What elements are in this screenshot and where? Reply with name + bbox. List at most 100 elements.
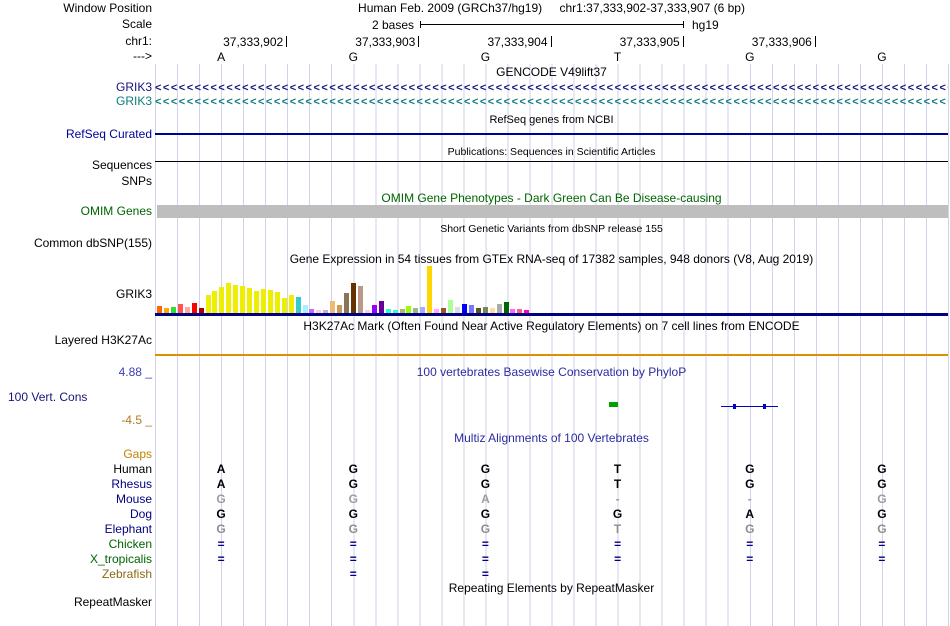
gtex-expression-bar[interactable] (524, 310, 530, 313)
h3k27ac-label[interactable]: Layered H3K27Ac (54, 333, 152, 347)
publications-track-title[interactable]: Publications: Sequences in Scientific Ar… (447, 146, 656, 158)
h3k27ac-track-title[interactable]: H3K27Ac Mark (Often Found Near Active Re… (303, 319, 800, 333)
species-label-zebrafish[interactable]: Zebrafish (101, 567, 152, 581)
gtex-expression-bar[interactable] (427, 266, 433, 313)
gtex-expression-bar[interactable] (177, 304, 183, 313)
gtex-expression-bar[interactable] (406, 306, 412, 313)
sequences-line[interactable] (155, 161, 948, 162)
species-label-chicken[interactable]: Chicken (108, 537, 152, 551)
gtex-baseline[interactable] (155, 313, 948, 316)
gtex-expression-bar[interactable] (247, 288, 253, 313)
gtex-expression-bar[interactable] (323, 310, 329, 313)
gtex-expression-bar[interactable] (344, 293, 350, 313)
gtex-expression-bar[interactable] (184, 307, 190, 313)
species-label-rhesus[interactable]: Rhesus (111, 477, 152, 491)
species-label-mouse[interactable]: Mouse (115, 492, 152, 506)
gtex-expression-bar[interactable] (337, 305, 343, 313)
gtex-expression-bar[interactable] (260, 289, 266, 313)
gtex-expression-bar[interactable] (378, 301, 384, 313)
gtex-expression-bar[interactable] (385, 309, 391, 313)
species-label-dog[interactable]: Dog (129, 507, 152, 521)
gtex-expression-bar[interactable] (475, 308, 481, 313)
gtex-track-title[interactable]: Gene Expression in 54 tissues from GTEx … (289, 252, 814, 266)
gtex-expression-bar[interactable] (351, 283, 357, 313)
gtex-expression-bar[interactable] (240, 286, 246, 313)
gtex-expression-bar[interactable] (254, 291, 260, 313)
species-label-human[interactable]: Human (113, 462, 152, 476)
gtex-expression-bar[interactable] (281, 298, 287, 313)
gtex-expression-bar[interactable] (434, 309, 440, 313)
reference-base: G (745, 50, 755, 64)
gtex-expression-bar[interactable] (364, 310, 370, 313)
alignment-base: G (480, 507, 491, 521)
repeatmasker-track-title[interactable]: Repeating Elements by RepeatMasker (448, 581, 655, 595)
multiz-track-title[interactable]: Multiz Alignments of 100 Vertebrates (454, 431, 649, 445)
gtex-expression-bar[interactable] (330, 301, 336, 313)
coordinate-label: 37,333,904 (487, 35, 548, 49)
gtex-expression-bar[interactable] (420, 307, 426, 313)
gtex-expression-bar[interactable] (226, 283, 232, 313)
alignment-base: G (877, 522, 887, 536)
omim-genes-label[interactable]: OMIM Genes (80, 204, 152, 218)
dbsnp-track-title[interactable]: Short Genetic Variants from dbSNP releas… (440, 223, 663, 235)
gtex-expression-bar[interactable] (198, 308, 204, 313)
species-label-x-tropicalis[interactable]: X_tropicalis (89, 552, 152, 566)
gtex-expression-bar[interactable] (267, 290, 273, 313)
gtex-expression-bar[interactable] (448, 300, 454, 313)
gtex-expression-bar[interactable] (219, 287, 225, 313)
phylop-positive-mark[interactable] (609, 402, 618, 407)
refseq-track-title[interactable]: RefSeq genes from NCBI (489, 114, 614, 126)
gtex-expression-bar[interactable] (233, 285, 239, 313)
gtex-expression-bar[interactable] (517, 309, 523, 313)
cons-track-label[interactable]: 100 Vert. Cons (8, 390, 88, 404)
dbsnp-label[interactable]: Common dbSNP(155) (33, 236, 152, 250)
gene-label-grik3-2[interactable]: GRIK3 (115, 94, 152, 108)
gencode-gene-arrow-line[interactable]: <<<<<<<<<<<<<<<<<<<<<<<<<<<<<<<<<<<<<<<<… (155, 96, 948, 108)
gtex-expression-bar[interactable] (302, 305, 308, 313)
repeatmasker-label[interactable]: RepeatMasker (73, 595, 152, 609)
gtex-expression-bar[interactable] (163, 308, 169, 313)
gtex-expression-bar[interactable] (461, 304, 467, 313)
gtex-expression-bar[interactable] (392, 310, 398, 313)
gtex-expression-bar[interactable] (454, 307, 460, 313)
gtex-expression-bar[interactable] (489, 308, 495, 313)
gtex-expression-bar[interactable] (212, 291, 218, 313)
species-label-elephant[interactable]: Elephant (104, 522, 152, 536)
gtex-expression-bar[interactable] (157, 306, 162, 313)
snps-label[interactable]: SNPs (121, 174, 152, 188)
gtex-expression-bar[interactable] (468, 305, 474, 313)
gencode-gene-arrow-line[interactable]: <<<<<<<<<<<<<<<<<<<<<<<<<<<<<<<<<<<<<<<<… (155, 82, 948, 94)
gtex-expression-bar[interactable] (441, 308, 447, 313)
h3k27ac-signal-line[interactable] (155, 354, 948, 356)
gtex-expression-bar[interactable] (413, 308, 419, 313)
phylop-negative-line[interactable] (721, 406, 778, 407)
gtex-expression-bar[interactable] (170, 307, 176, 313)
gtex-expression-bar[interactable] (191, 303, 197, 313)
gtex-expression-bar[interactable] (295, 297, 301, 313)
gtex-expression-bar[interactable] (288, 295, 294, 313)
gtex-expression-bar[interactable] (316, 310, 322, 313)
alignment-base: G (348, 492, 358, 506)
gtex-expression-bar[interactable] (205, 295, 211, 313)
gencode-track-title[interactable]: GENCODE V49lift37 (496, 65, 607, 79)
refseq-gene-line[interactable] (155, 133, 948, 135)
gtex-expression-bar[interactable] (503, 302, 509, 313)
refseq-curated-label[interactable]: RefSeq Curated (65, 127, 152, 141)
gtex-expression-bar[interactable] (371, 305, 377, 313)
gtex-expression-bar[interactable] (496, 304, 502, 313)
gtex-expression-bar[interactable] (510, 309, 516, 313)
gtex-expression-bar[interactable] (309, 309, 315, 313)
omim-track-title[interactable]: OMIM Gene Phenotypes - Dark Green Can Be… (381, 191, 722, 205)
gtex-expression-bar[interactable] (482, 307, 488, 313)
phylop-track-title[interactable]: 100 vertebrates Basewise Conservation by… (416, 365, 687, 379)
gtex-gene-label[interactable]: GRIK3 (115, 287, 152, 301)
gtex-expression-bar[interactable] (357, 286, 363, 313)
gtex-expression-bar[interactable] (399, 309, 405, 313)
species-label-gaps[interactable]: Gaps (123, 447, 152, 461)
sequences-label[interactable]: Sequences (91, 158, 152, 172)
gene-label-grik3-1[interactable]: GRIK3 (115, 80, 152, 94)
gtex-expression-bar[interactable] (274, 292, 280, 313)
omim-gene-bar[interactable] (157, 205, 948, 218)
position-text: chr1:37,333,902-37,333,907 (6 bp) (559, 1, 745, 15)
